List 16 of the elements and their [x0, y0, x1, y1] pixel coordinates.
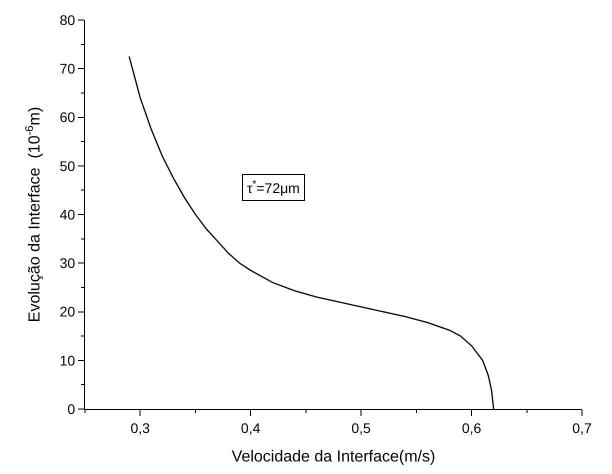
- y-tick-label: 0: [67, 400, 76, 417]
- x-tick-label: 0,4: [240, 420, 261, 436]
- y-tick-label: 50: [60, 158, 76, 174]
- y-tick-label: 10: [60, 352, 76, 368]
- y-tick-label: 80: [60, 12, 76, 28]
- y-tick-label: 70: [60, 60, 76, 77]
- x-tick-label: 0,7: [572, 420, 592, 436]
- x-tick-label: 0,3: [130, 420, 150, 436]
- x-tick-label: 0,5: [351, 420, 372, 436]
- x-tick-label: 0,6: [462, 420, 482, 436]
- y-tick-label: 20: [60, 304, 76, 320]
- x-axis-title: Velocidade da Interface(m/s): [232, 448, 436, 466]
- y-tick-label: 60: [60, 109, 76, 126]
- y-tick-label: 40: [60, 206, 76, 222]
- annotation: τ$^{*}$=72μm: [247, 179, 300, 196]
- y-tick-label: 30: [60, 255, 76, 272]
